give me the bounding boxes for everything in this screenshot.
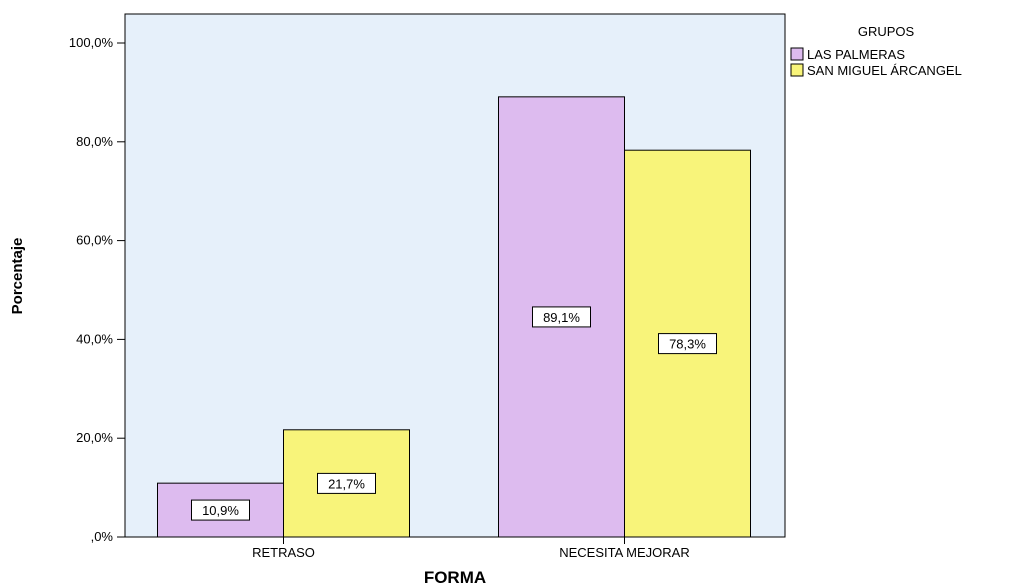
legend-swatch — [790, 63, 804, 77]
y-tick-label: 60,0% — [76, 233, 113, 248]
y-axis: ,0% 20,0% 40,0% 60,0% 80,0% 100,0% — [69, 35, 125, 544]
legend-swatch — [790, 47, 804, 61]
y-tick-label: 40,0% — [76, 331, 113, 346]
data-label: 89,1% — [532, 306, 591, 328]
y-axis-title: Porcentaje — [9, 238, 26, 315]
data-label: 21,7% — [317, 472, 376, 494]
data-label-text: 89,1% — [543, 310, 580, 325]
data-label-box — [658, 333, 717, 355]
data-label-box — [317, 472, 376, 494]
y-tick-label: 80,0% — [76, 134, 113, 149]
x-tick-label: RETRASO — [252, 545, 315, 560]
x-tick-label: NECESITA MEJORAR — [559, 545, 690, 560]
y-tick-label: 20,0% — [76, 430, 113, 445]
data-label-text: 21,7% — [328, 476, 365, 491]
legend-title: GRUPOS — [858, 24, 915, 39]
y-tick-label: ,0% — [91, 529, 114, 544]
data-label: 10,9% — [191, 499, 250, 521]
x-axis-title: FORMA — [424, 568, 486, 587]
data-label-text: 10,9% — [202, 503, 239, 518]
data-labels: 10,9% 89,1% 21,7% 78,3% — [191, 306, 717, 521]
data-label-box — [191, 499, 250, 521]
data-label: 78,3% — [658, 333, 717, 355]
y-tick-label: 100,0% — [69, 35, 114, 50]
legend-item-label: LAS PALMERAS — [807, 47, 905, 62]
data-label-text: 78,3% — [669, 337, 706, 352]
legend-item-label: SAN MIGUEL ÁRCANGEL — [807, 63, 962, 78]
data-label-box — [532, 306, 591, 328]
x-axis: RETRASO NECESITA MEJORAR — [252, 537, 690, 560]
